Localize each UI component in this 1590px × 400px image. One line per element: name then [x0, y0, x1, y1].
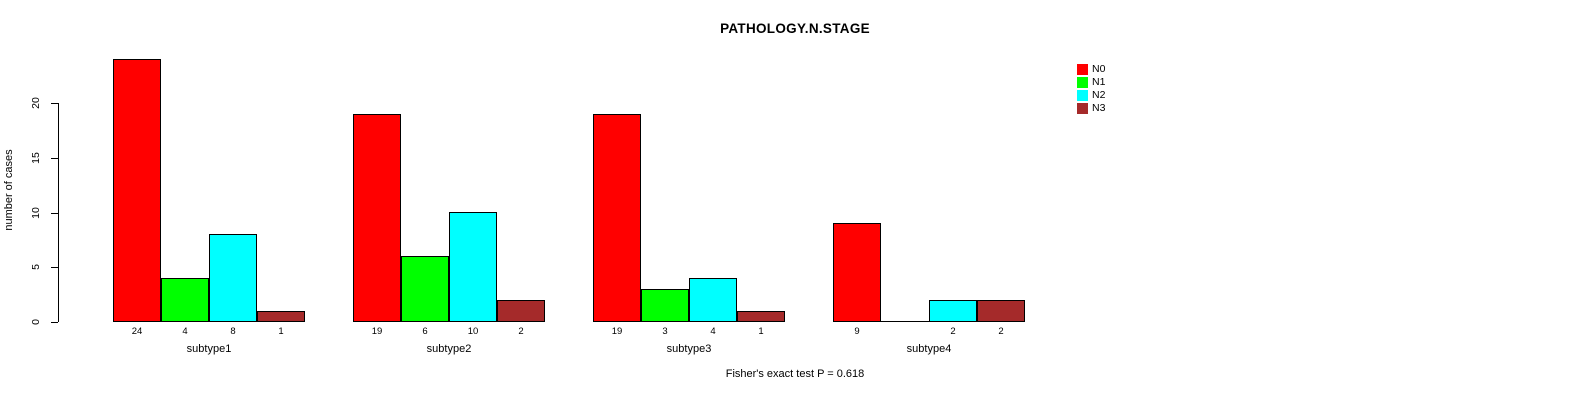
- y-tick-label-20: 20: [30, 97, 42, 109]
- bar-count-label-N3-subtype1: 1: [278, 326, 284, 337]
- y-tick-label-0: 0: [30, 319, 42, 325]
- y-tick-label-10: 10: [30, 207, 42, 219]
- bar-N0-subtype3: [593, 114, 641, 322]
- chart-title: PATHOLOGY.N.STAGE: [720, 21, 870, 36]
- bar-count-label-N2-subtype4: 2: [950, 326, 956, 337]
- bar-N2-subtype2: [449, 212, 497, 322]
- y-axis-line: [58, 103, 59, 322]
- y-tick-label-15: 15: [30, 152, 42, 164]
- bar-N0-subtype4: [833, 223, 881, 322]
- bar-count-label-N3-subtype4: 2: [998, 326, 1004, 337]
- bar-count-label-N1-subtype3: 3: [662, 326, 668, 337]
- y-tick-mark-5: [51, 267, 58, 268]
- legend-label-N3: N3: [1092, 102, 1106, 114]
- bar-N0-subtype2: [353, 114, 401, 322]
- y-tick-mark-20: [51, 103, 58, 104]
- category-label-subtype1: subtype1: [186, 343, 232, 355]
- bar-count-label-N0-subtype1: 24: [131, 326, 143, 337]
- bar-count-label-N2-subtype2: 10: [467, 326, 479, 337]
- legend-item-N0: N0: [1077, 63, 1105, 76]
- y-tick-mark-10: [51, 213, 58, 214]
- bar-N3-subtype1: [257, 311, 305, 322]
- bar-N3-subtype4: [977, 300, 1025, 322]
- category-label-subtype3: subtype3: [666, 343, 712, 355]
- bar-N2-subtype3: [689, 278, 737, 322]
- fisher-test-text: Fisher's exact test P = 0.618: [725, 368, 865, 380]
- bar-count-label-N0-subtype4: 9: [854, 326, 860, 337]
- category-label-subtype2: subtype2: [426, 343, 472, 355]
- bar-count-label-N2-subtype1: 8: [230, 326, 236, 337]
- legend-swatch-N1: [1077, 77, 1088, 88]
- y-tick-mark-0: [51, 322, 58, 323]
- legend-swatch-N0: [1077, 64, 1088, 75]
- legend-swatch-N3: [1077, 103, 1088, 114]
- y-tick-label-5: 5: [30, 264, 42, 270]
- bar-N1-subtype2: [401, 256, 449, 322]
- bar-count-label-N0-subtype2: 19: [371, 326, 383, 337]
- bar-N3-subtype3: [737, 311, 785, 322]
- bar-count-label-N3-subtype3: 1: [758, 326, 764, 337]
- bar-N1-subtype3: [641, 289, 689, 322]
- legend-label-N0: N0: [1092, 63, 1106, 75]
- legend-swatch-N2: [1077, 90, 1088, 101]
- y-axis-label: number of cases: [3, 149, 15, 231]
- legend-item-N1: N1: [1077, 76, 1105, 89]
- legend-item-N3: N3: [1077, 102, 1105, 115]
- bar-count-label-N3-subtype2: 2: [518, 326, 524, 337]
- bar-N3-subtype2: [497, 300, 545, 322]
- category-label-subtype4: subtype4: [906, 343, 952, 355]
- legend-item-N2: N2: [1077, 89, 1105, 102]
- legend-label-N2: N2: [1092, 89, 1106, 101]
- bar-count-label-N2-subtype3: 4: [710, 326, 716, 337]
- bar-N2-subtype1: [209, 234, 257, 322]
- legend-label-N1: N1: [1092, 76, 1106, 88]
- bar-count-label-N1-subtype1: 4: [182, 326, 188, 337]
- bar-N1-subtype1: [161, 278, 209, 322]
- legend: N0 N1 N2 N3: [1077, 63, 1105, 115]
- bar-N2-subtype4: [929, 300, 977, 322]
- y-tick-mark-15: [51, 158, 58, 159]
- bar-count-label-N1-subtype2: 6: [422, 326, 428, 337]
- bar-N0-subtype1: [113, 59, 161, 322]
- bar-N1-subtype4: [881, 321, 929, 322]
- bar-count-label-N0-subtype3: 19: [611, 326, 623, 337]
